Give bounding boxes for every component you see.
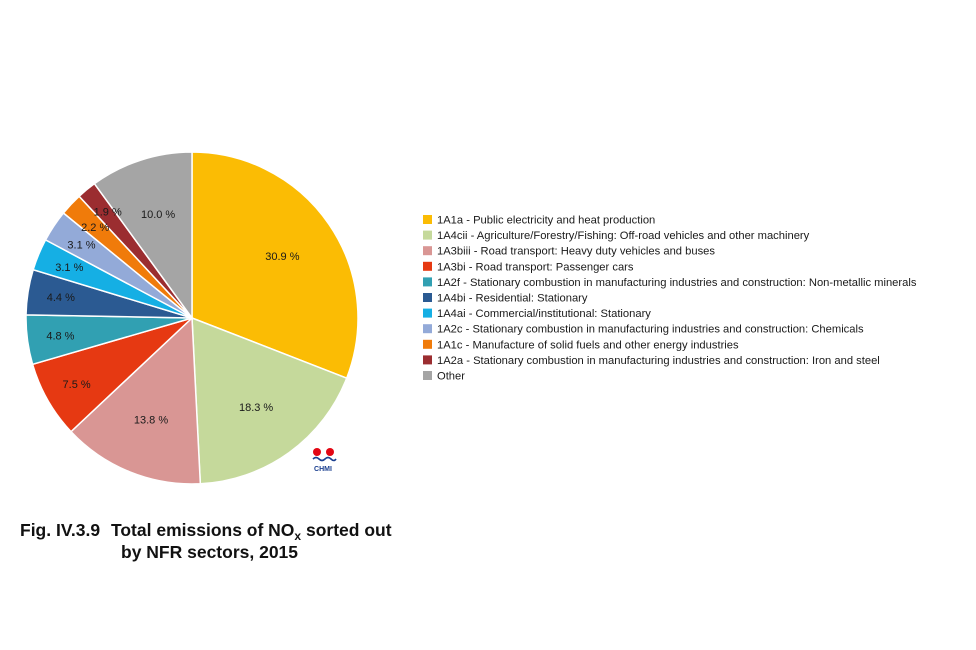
legend-swatch: [423, 277, 432, 287]
legend-swatch: [423, 308, 432, 318]
caption-text-a: Total emissions of NO: [110, 520, 295, 540]
legend-label: 1A4bi - Residential: Stationary: [437, 293, 588, 305]
slice-value-label: 7.5 %: [63, 379, 91, 391]
slice-value-label: 1.9 %: [94, 206, 122, 218]
legend-swatch: [423, 371, 432, 380]
caption-line-2: by NFR sectors, 2015: [121, 542, 299, 562]
slice-value-label: 4.4 %: [47, 292, 75, 304]
legend-label: 1A4cii - Agriculture/Forestry/Fishing: O…: [437, 230, 810, 242]
pie-slice-1a3biii: [69, 316, 202, 485]
caption-text-b: sorted out: [301, 520, 392, 540]
legend-label: 1A2f - Stationary combustion in manufact…: [437, 277, 917, 289]
legend-swatch: [423, 215, 432, 224]
legend-label: 1A2c - Stationary combustion in manufact…: [437, 324, 864, 336]
figure-number: Fig. IV.3.9: [20, 520, 101, 540]
legend-swatch: [423, 355, 432, 365]
caption-line-1: Fig. IV.3.9 Total emissions of NOx sorte…: [20, 520, 392, 543]
legend-swatch: [423, 230, 432, 240]
legend-swatch: [423, 261, 432, 271]
logo-left-dot: [313, 448, 321, 456]
legend-swatch: [423, 324, 432, 334]
legend-swatch: [423, 339, 432, 349]
legend: 1A1a - Public electricity and heat produ…: [423, 215, 917, 383]
chmi-logo: CHMI: [312, 448, 337, 473]
legend-label: 1A1c - Manufacture of solid fuels and ot…: [437, 339, 739, 351]
slice-value-label: 4.8 %: [46, 331, 74, 343]
legend-label: 1A4ai - Commercial/institutional: Statio…: [437, 308, 651, 320]
legend-label: 1A1a - Public electricity and heat produ…: [437, 215, 655, 227]
figure-caption: Fig. IV.3.9 Total emissions of NOx sorte…: [20, 519, 460, 563]
slice-value-label: 3.1 %: [67, 239, 95, 251]
slice-value-label: 10.0 %: [141, 209, 175, 221]
legend-label: 1A2a - Stationary combustion in manufact…: [437, 355, 880, 367]
caption-subscript: x: [294, 529, 302, 543]
logo-wave-icon: [312, 456, 337, 462]
slice-value-label: 13.8 %: [134, 415, 168, 427]
slice-value-label: 18.3 %: [239, 402, 273, 414]
logo-text: CHMI: [314, 466, 332, 473]
legend-swatch: [423, 246, 432, 256]
pie-slice-1a1a: [191, 151, 359, 380]
slice-value-label: 3.1 %: [55, 262, 83, 274]
pie-slice-labels: 30.9 % 18.3 % 13.8 % 7.5 % 4.8 % 4.4 % 3.1 % 3.…: [46, 206, 299, 426]
pie-slices: [25, 151, 359, 485]
slice-value-label: 30.9 %: [265, 251, 299, 263]
pie-slice-1a4cii: [191, 316, 348, 485]
logo-right-dot: [326, 448, 334, 456]
legend-swatch: [423, 293, 432, 302]
slice-value-label: 2.2 %: [81, 222, 109, 234]
legend-label: Other: [437, 371, 465, 383]
pie-slice-other: [93, 151, 193, 321]
legend-label: 1A3bi - Road transport: Passenger cars: [437, 261, 634, 273]
legend-label: 1A3biii - Road transport: Heavy duty veh…: [437, 246, 715, 258]
